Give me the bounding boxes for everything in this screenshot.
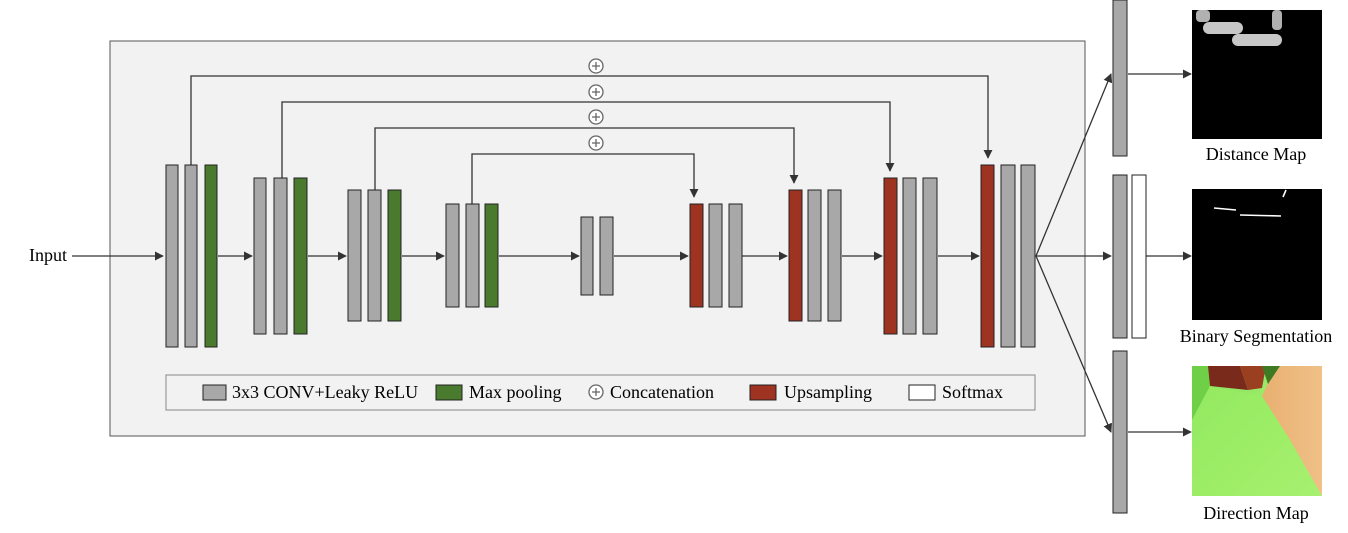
legend-upsample-label: Upsampling [784, 382, 872, 402]
distance-map-image [1192, 10, 1322, 139]
decoder-block-3 [883, 177, 938, 335]
concat-symbols [588, 58, 604, 151]
output-heads [1112, 0, 1147, 514]
legend: 3x3 CONV+Leaky ReLU Max pooling Concaten… [165, 374, 1036, 411]
legend-softmax-swatch [908, 384, 936, 401]
decoder-block-1 [689, 203, 743, 308]
legend-conv-label: 3x3 CONV+Leaky ReLU [232, 382, 418, 402]
decoder-block-2 [788, 189, 842, 322]
legend-pool-swatch [435, 384, 463, 401]
direction-head-bar [1112, 350, 1128, 514]
legend-concat-icon [588, 384, 604, 400]
bottleneck-block [580, 216, 614, 296]
binary-segmentation-image [1192, 189, 1322, 320]
legend-upsample-swatch [749, 384, 777, 401]
binary-softmax-bar [1131, 174, 1147, 339]
legend-conv-swatch [202, 384, 227, 401]
decoder-block-4 [980, 164, 1036, 348]
concatenation-icon [588, 58, 604, 74]
direction-map-image [1192, 366, 1322, 496]
concatenation-icon [588, 135, 604, 151]
encoder-block-1 [165, 164, 218, 348]
encoder-block-3 [347, 189, 402, 322]
skip-connections [190, 75, 993, 204]
direction-map-label: Direction Map [1203, 503, 1308, 523]
binary-segmentation-label: Binary Segmentation [1180, 326, 1332, 346]
binary-head-bar [1112, 174, 1128, 339]
distance-map-label: Distance Map [1206, 144, 1306, 164]
encoder-block-2 [253, 177, 308, 335]
legend-concat-label: Concatenation [610, 382, 714, 402]
encoder-block-4 [445, 203, 499, 308]
concatenation-icon [588, 109, 604, 125]
concatenation-icon [588, 84, 604, 100]
input-label: Input [29, 245, 67, 265]
flow-arrows [72, 69, 1192, 437]
legend-softmax-label: Softmax [942, 382, 1003, 402]
legend-pool-label: Max pooling [469, 382, 562, 402]
distance-head-bar [1112, 0, 1128, 157]
